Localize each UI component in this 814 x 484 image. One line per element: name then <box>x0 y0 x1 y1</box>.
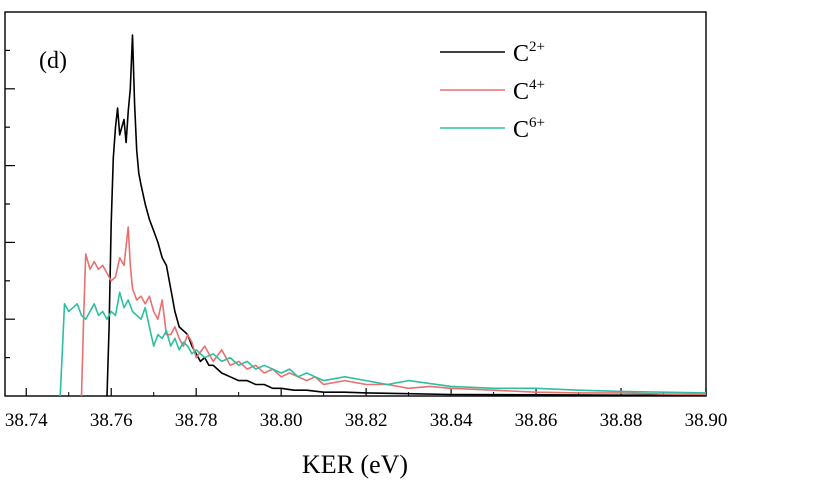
x-tick-label-4: 38.82 <box>345 410 388 431</box>
series-line-6plus <box>59 291 706 396</box>
legend-charge-6plus: 6+ <box>529 115 545 131</box>
series-line-4plus <box>80 226 706 396</box>
x-tick-label-0: 38.74 <box>5 410 48 431</box>
x-axis-label: KER (eV) <box>302 450 408 479</box>
x-tick-label-6: 38.86 <box>515 410 558 431</box>
legend-label-2plus: C2+ <box>513 39 545 67</box>
x-axis-ticks <box>25 388 707 396</box>
panel-label: (d) <box>39 48 67 74</box>
x-tick-label-3: 38.80 <box>260 410 303 431</box>
x-tick-label-7: 38.88 <box>600 410 643 431</box>
legend-label-6plus: C6+ <box>513 115 545 143</box>
x-tick-label-5: 38.84 <box>430 410 473 431</box>
x-tick-label-8: 38.90 <box>685 410 728 431</box>
x-tick-label-2: 38.78 <box>175 410 218 431</box>
x-tick-label-1: 38.76 <box>90 410 133 431</box>
legend-charge-4plus: 4+ <box>529 77 545 93</box>
legend: C2+ C4+ C6+ <box>440 39 545 143</box>
plot-frame <box>4 11 707 397</box>
series-line-2plus <box>106 34 706 396</box>
x-axis-tick-labels: 38.74 38.76 38.78 38.80 38.82 38.84 38.86 38.88… <box>5 410 728 431</box>
legend-label-4plus: C4+ <box>513 77 545 105</box>
series-layer <box>59 34 706 396</box>
legend-charge-2plus: 2+ <box>529 39 545 55</box>
y-axis-ticks <box>5 49 15 359</box>
